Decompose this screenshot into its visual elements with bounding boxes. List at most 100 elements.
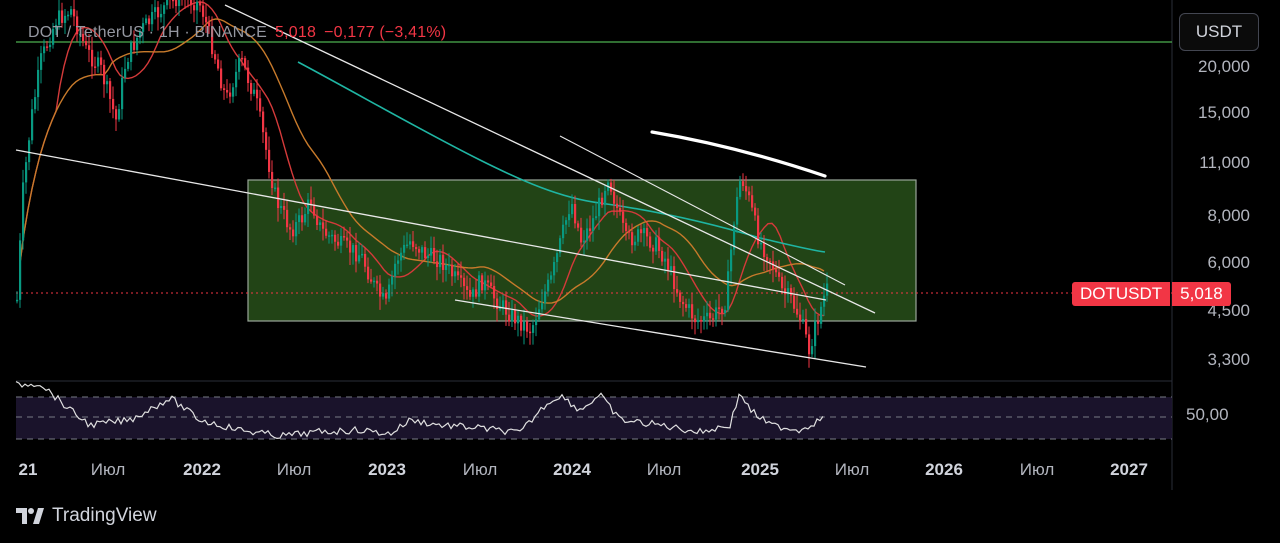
candle-body xyxy=(526,321,529,332)
candle-body xyxy=(568,214,571,221)
candle-body xyxy=(484,280,487,291)
candle-body xyxy=(631,232,634,246)
time-tick-label: 2026 xyxy=(925,460,963,479)
candle-body xyxy=(541,303,544,310)
candle-body xyxy=(601,197,604,206)
candle-body xyxy=(400,252,403,261)
time-tick-label: 2024 xyxy=(553,460,591,479)
candle-body xyxy=(199,1,202,6)
candle-body xyxy=(301,215,304,223)
ema-mid-line xyxy=(19,18,825,304)
candle-body xyxy=(127,61,130,69)
candle-body xyxy=(247,67,250,84)
candle-body xyxy=(754,207,757,216)
candle-body xyxy=(775,269,778,273)
candle-body xyxy=(550,275,553,280)
candle-body xyxy=(760,242,763,245)
candle-body xyxy=(241,57,244,60)
candle-body xyxy=(475,289,478,297)
candle-body xyxy=(592,218,595,232)
channel-upper-line xyxy=(15,149,827,301)
candle-body xyxy=(505,300,508,315)
candle-body xyxy=(733,224,736,250)
candle-body xyxy=(709,312,712,319)
candle-body xyxy=(718,307,721,309)
candle-body xyxy=(280,205,283,209)
candle-body xyxy=(115,109,118,120)
candle-body xyxy=(73,9,76,17)
candle-body xyxy=(226,90,229,93)
candle-body xyxy=(88,45,91,50)
candle-body xyxy=(646,228,649,237)
candle-body xyxy=(685,304,688,308)
candle-body xyxy=(445,265,448,270)
candle-body xyxy=(304,213,307,223)
candle-body xyxy=(232,87,235,97)
last-price: 5,018 xyxy=(275,24,317,41)
candle-body xyxy=(103,64,106,85)
candle-body xyxy=(394,263,397,277)
candle-body xyxy=(769,260,772,263)
candle-body xyxy=(148,18,151,25)
current-price-value: 5,018 xyxy=(1172,282,1231,306)
candle-body xyxy=(817,321,820,324)
candle-body xyxy=(214,54,217,60)
candle-body xyxy=(295,222,298,237)
candle-body xyxy=(391,276,394,285)
candle-body xyxy=(358,255,361,262)
candle-body xyxy=(166,0,169,6)
candle-body xyxy=(661,250,664,262)
candle-body xyxy=(649,236,652,248)
candle-body xyxy=(535,319,538,326)
candle-body xyxy=(265,132,268,150)
candle-body xyxy=(100,57,103,65)
candle-body xyxy=(172,0,175,2)
candle-body xyxy=(514,309,517,324)
candle-body xyxy=(454,271,457,277)
candle-body xyxy=(799,314,802,321)
symbol-title: DOT / TetherUS · 1Н · BINANCE xyxy=(28,24,268,41)
candle-body xyxy=(739,181,742,197)
candle-body xyxy=(745,186,748,192)
candle-body xyxy=(448,264,451,267)
candle-body xyxy=(292,229,295,237)
candle-body xyxy=(37,69,40,98)
candle-body xyxy=(46,46,49,48)
symbol-legend[interactable]: DOT / TetherUS · 1Н · BINANCE 5,018 −0,177… xyxy=(28,24,446,42)
price-tick-label: 15,000 xyxy=(1198,103,1250,122)
candle-body xyxy=(322,222,325,229)
candle-body xyxy=(511,309,514,322)
candle-body xyxy=(310,199,313,205)
candle-body xyxy=(223,88,226,91)
candle-body xyxy=(385,293,388,299)
candle-body xyxy=(529,331,532,334)
candle-body xyxy=(703,316,706,322)
candle-body xyxy=(544,291,547,304)
candle-body xyxy=(190,0,193,6)
tradingview-logo[interactable]: TradingView xyxy=(16,505,157,527)
candle-body xyxy=(367,266,370,280)
channel-lower-line xyxy=(454,299,867,368)
candle-body xyxy=(679,292,682,302)
candle-body xyxy=(424,247,427,259)
candle-body xyxy=(595,216,598,219)
candle-body xyxy=(670,266,673,271)
price-tick-label: 6,000 xyxy=(1207,253,1250,272)
time-tick-label: Июл xyxy=(646,460,682,479)
candle-body xyxy=(460,275,463,278)
candle-body xyxy=(676,289,679,293)
candle-body xyxy=(664,258,667,262)
candle-body xyxy=(805,319,808,335)
candle-body xyxy=(532,325,535,333)
candle-body xyxy=(814,321,817,347)
time-tick-label: 21 xyxy=(18,460,38,479)
candle-body xyxy=(553,262,556,276)
price-chart[interactable] xyxy=(0,0,1280,490)
candle-body xyxy=(253,89,256,94)
candle-body xyxy=(628,231,631,233)
candle-body xyxy=(67,14,70,17)
candle-body xyxy=(286,209,289,228)
candle-body xyxy=(613,191,616,204)
candle-body xyxy=(268,149,271,172)
currency-button[interactable]: USDT xyxy=(1179,13,1259,51)
